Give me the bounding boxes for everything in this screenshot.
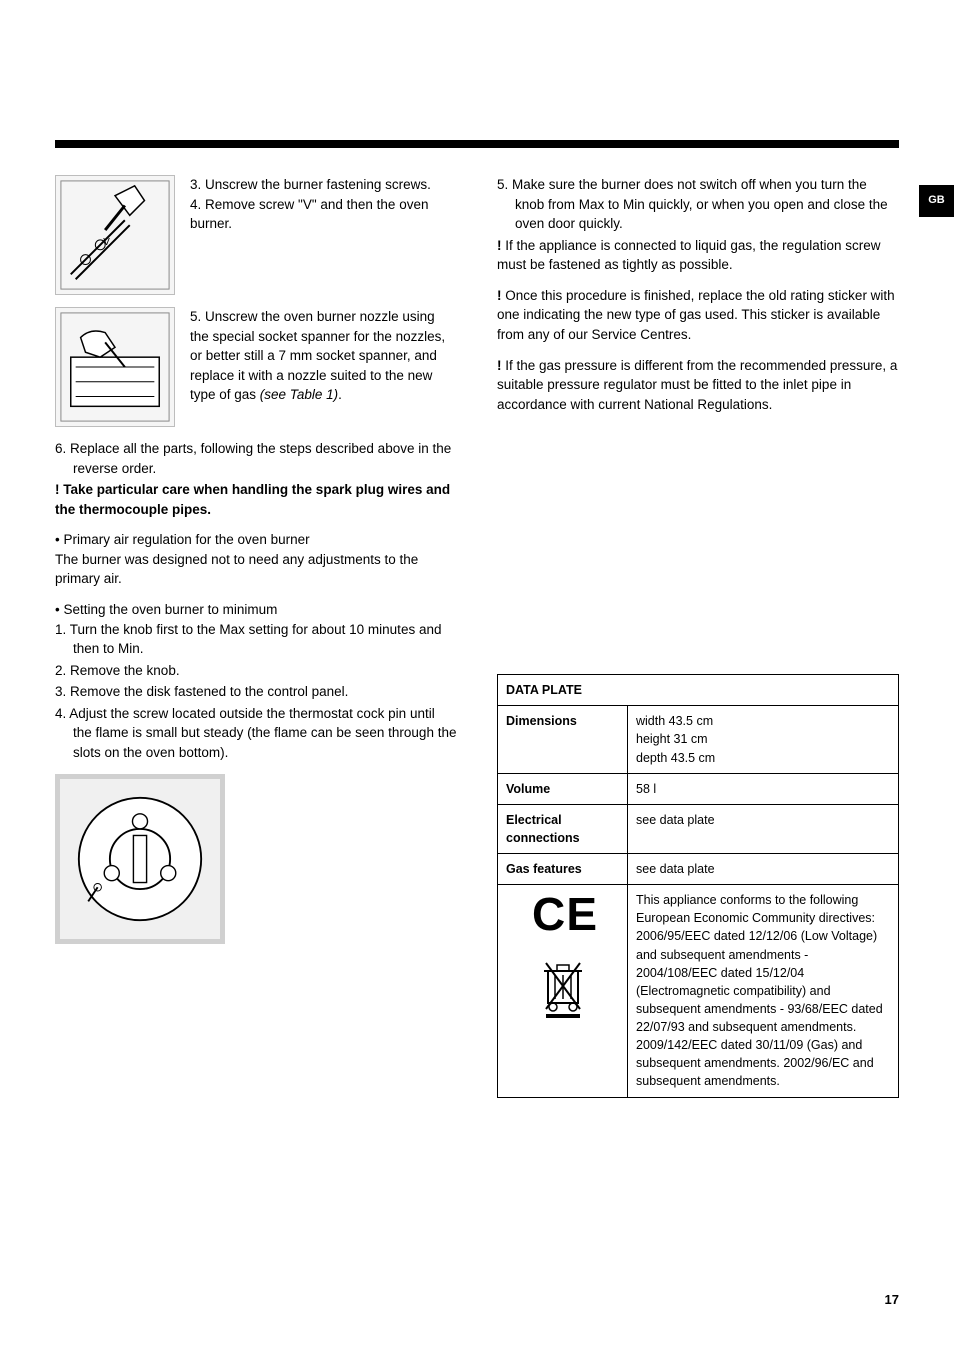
primary-air-text: The burner was designed not to need any …: [55, 550, 457, 589]
thermostat-knob-figure: [55, 774, 225, 944]
content-columns: V 3. Unscrew the burner fastening screws…: [55, 175, 899, 1098]
liquid-gas-warning: ! If the appliance is connected to liqui…: [497, 236, 899, 275]
right-step-5: 5. Make sure the burner does not switch …: [497, 175, 899, 234]
steps-3-4-text: 3. Unscrew the burner fastening screws. …: [190, 175, 457, 295]
table-row: Gas features see data plate: [498, 854, 899, 885]
data-plate-table: DATA PLATE Dimensions width 43.5 cm heig…: [497, 674, 899, 1097]
table-row: Volume 58 l: [498, 773, 899, 804]
left-column: V 3. Unscrew the burner fastening screws…: [55, 175, 457, 1098]
step-5-end: .: [338, 387, 342, 402]
primary-air-bullet: • Primary air regulation for the oven bu…: [55, 530, 457, 550]
gas-label: Gas features: [498, 854, 628, 885]
primary-air-section: • Primary air regulation for the oven bu…: [55, 530, 457, 589]
spark-warning: ! Take particular care when handling the…: [55, 480, 457, 519]
weee-bin-icon: [506, 959, 619, 1024]
dim-height: height 31 cm: [636, 730, 890, 748]
warn-mark-1: !: [497, 238, 505, 253]
compliance-text: This appliance conforms to the following…: [628, 885, 899, 1097]
figure-row-1: V 3. Unscrew the burner fastening screws…: [55, 175, 457, 295]
pressure-warning: ! If the gas pressure is different from …: [497, 356, 899, 415]
ce-cell: C E: [498, 885, 628, 1097]
step-5-ref: (see Table 1): [260, 387, 338, 402]
warn-mark-3: !: [497, 358, 505, 373]
warn-text-1: If the appliance is connected to liquid …: [497, 238, 880, 273]
gas-value: see data plate: [628, 854, 899, 885]
setting-min-bullet: • Setting the oven burner to minimum: [55, 600, 457, 620]
table-row: Electrical connections see data plate: [498, 804, 899, 853]
step-6-text: 6. Replace all the parts, following the …: [55, 439, 457, 478]
min-step-3: 3. Remove the disk fastened to the contr…: [55, 682, 457, 702]
language-tab: GB: [919, 185, 954, 217]
min-step-2: 2. Remove the knob.: [55, 661, 457, 681]
volume-value: 58 l: [628, 773, 899, 804]
nozzle-figure: [55, 307, 175, 427]
warn-mark-2: !: [497, 288, 505, 303]
min-step-4: 4. Adjust the screw located outside the …: [55, 704, 457, 763]
step-5-text-wrap: 5. Unscrew the oven burner nozzle using …: [190, 307, 457, 427]
warn-text-3: If the gas pressure is different from th…: [497, 358, 897, 412]
dim-depth: depth 43.5 cm: [636, 749, 890, 767]
electrical-label: Electrical connections: [498, 804, 628, 853]
dim-width: width 43.5 cm: [636, 712, 890, 730]
dimensions-value: width 43.5 cm height 31 cm depth 43.5 cm: [628, 706, 899, 773]
warn-text-2: Once this procedure is finished, replace…: [497, 288, 895, 342]
table-row: C E: [498, 885, 899, 1097]
page-number: 17: [885, 1291, 899, 1310]
ce-mark-icon: C E: [506, 891, 619, 937]
burner-screw-figure: V: [55, 175, 175, 295]
table-title: DATA PLATE: [498, 675, 899, 706]
volume-label: Volume: [498, 773, 628, 804]
right-column: 5. Make sure the burner does not switch …: [497, 175, 899, 1098]
dimensions-label: Dimensions: [498, 706, 628, 773]
step-4-text: 4. Remove screw "V" and then the oven bu…: [190, 195, 457, 234]
table-row: Dimensions width 43.5 cm height 31 cm de…: [498, 706, 899, 773]
figure-row-2: 5. Unscrew the oven burner nozzle using …: [55, 307, 457, 427]
header-bar: [55, 140, 899, 148]
table-header-row: DATA PLATE: [498, 675, 899, 706]
min-step-1: 1. Turn the knob first to the Max settin…: [55, 620, 457, 659]
electrical-value: see data plate: [628, 804, 899, 853]
sticker-warning: ! Once this procedure is finished, repla…: [497, 286, 899, 345]
step-3-text: 3. Unscrew the burner fastening screws.: [190, 175, 457, 195]
